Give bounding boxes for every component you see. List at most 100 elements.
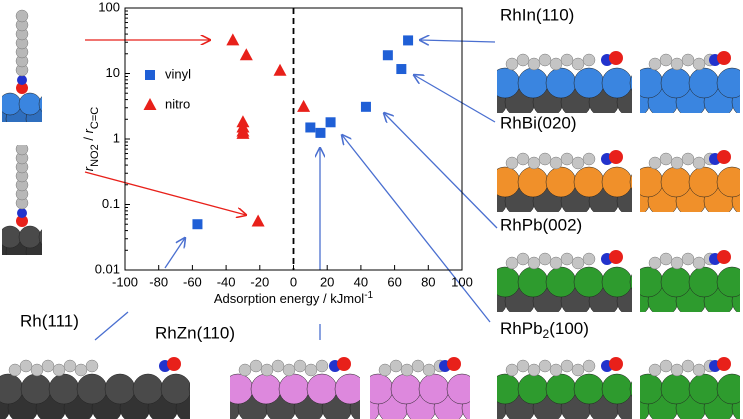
atom bbox=[582, 53, 596, 67]
atom bbox=[659, 359, 673, 373]
y-tick-label: 100 bbox=[98, 0, 120, 14]
marker bbox=[239, 48, 253, 61]
atom bbox=[517, 373, 549, 405]
structure bbox=[640, 150, 740, 212]
label-part: RhPb bbox=[500, 319, 543, 338]
atom bbox=[716, 166, 740, 198]
x-tick-label: -100 bbox=[112, 274, 138, 289]
atom bbox=[527, 256, 541, 270]
y-tick-label: 10 bbox=[106, 65, 120, 80]
atom bbox=[573, 67, 605, 99]
structure bbox=[2, 9, 68, 130]
atom bbox=[538, 53, 552, 67]
atom bbox=[659, 152, 673, 166]
atom bbox=[692, 57, 706, 71]
atom bbox=[660, 166, 692, 198]
label-part: r bbox=[81, 128, 96, 133]
atom bbox=[560, 359, 574, 373]
atom bbox=[306, 373, 338, 405]
atom bbox=[545, 266, 577, 298]
structure bbox=[640, 357, 740, 419]
atom bbox=[538, 252, 552, 266]
atom bbox=[46, 108, 68, 130]
marker bbox=[251, 214, 265, 227]
atom bbox=[304, 363, 318, 377]
marker bbox=[273, 63, 287, 76]
atom bbox=[282, 363, 296, 377]
marker bbox=[143, 98, 157, 110]
atom bbox=[629, 381, 632, 397]
structure-images bbox=[0, 9, 740, 419]
atom bbox=[692, 256, 706, 270]
y-tick-label: 1 bbox=[113, 130, 120, 145]
atom bbox=[167, 357, 181, 371]
atom bbox=[609, 150, 623, 164]
atom bbox=[681, 252, 695, 266]
atom bbox=[549, 156, 563, 170]
atom bbox=[629, 274, 632, 290]
atom bbox=[132, 373, 164, 405]
structure bbox=[497, 357, 632, 419]
legend-label: vinyl bbox=[165, 66, 191, 81]
atom bbox=[230, 373, 254, 405]
atom bbox=[670, 156, 684, 170]
atom bbox=[516, 152, 530, 166]
atom bbox=[571, 256, 585, 270]
atom bbox=[293, 359, 307, 373]
atom bbox=[629, 174, 632, 190]
atom bbox=[17, 75, 27, 85]
atom bbox=[545, 373, 577, 405]
atom bbox=[418, 373, 450, 405]
structure bbox=[497, 250, 632, 312]
atom bbox=[670, 256, 684, 270]
atom bbox=[497, 67, 521, 99]
atom bbox=[640, 67, 664, 99]
atom bbox=[334, 373, 360, 405]
atom bbox=[447, 357, 461, 371]
y-tick-label: 0.01 bbox=[95, 261, 120, 276]
atom bbox=[560, 152, 574, 166]
atom bbox=[188, 382, 190, 396]
atom bbox=[573, 166, 605, 198]
label: RhZn(110) bbox=[155, 323, 235, 342]
atom bbox=[601, 67, 632, 99]
structure bbox=[230, 357, 360, 419]
x-tick-label: 40 bbox=[354, 274, 368, 289]
atom bbox=[278, 373, 310, 405]
panel-labels: RhIn(110) RhBi(020) RhPb(002) RhPb2(100)… bbox=[20, 5, 589, 342]
atom bbox=[516, 252, 530, 266]
atom bbox=[517, 266, 549, 298]
atom bbox=[20, 373, 52, 405]
atom bbox=[660, 266, 692, 298]
atom bbox=[2, 92, 22, 116]
marker bbox=[236, 126, 250, 139]
marker bbox=[145, 70, 155, 80]
x-tick-label: -20 bbox=[250, 274, 269, 289]
atom bbox=[716, 373, 740, 405]
atom bbox=[659, 252, 673, 266]
atom bbox=[18, 225, 42, 249]
atom bbox=[688, 266, 720, 298]
y-axis-label: rNO2 / rC=C bbox=[81, 107, 100, 172]
label: RhPb2(100) bbox=[500, 319, 589, 341]
atom bbox=[15, 9, 29, 23]
atom bbox=[681, 53, 695, 67]
atom bbox=[48, 373, 80, 405]
atom bbox=[688, 373, 720, 405]
atom bbox=[545, 67, 577, 99]
marker bbox=[396, 64, 407, 75]
atom bbox=[260, 363, 274, 377]
atom bbox=[527, 57, 541, 71]
marker bbox=[226, 33, 240, 46]
marker bbox=[382, 50, 393, 61]
atom bbox=[659, 53, 673, 67]
atom bbox=[497, 266, 521, 298]
atom bbox=[41, 359, 55, 373]
atom bbox=[640, 373, 664, 405]
atom bbox=[505, 363, 519, 377]
atom bbox=[76, 373, 108, 405]
x-tick-label: -40 bbox=[217, 274, 236, 289]
structure bbox=[0, 357, 190, 419]
atom bbox=[63, 359, 77, 373]
